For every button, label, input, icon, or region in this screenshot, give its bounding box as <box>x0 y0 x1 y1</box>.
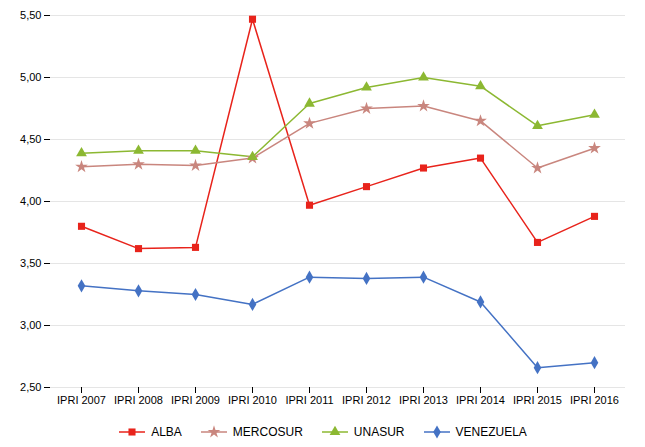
svg-text:IPRI 2014: IPRI 2014 <box>456 394 505 406</box>
html-text:VENEZUELA: VENEZUELA <box>455 425 527 439</box>
svg-text:4,50: 4,50 <box>20 133 41 145</box>
html-text:MERCOSUR: MERCOSUR <box>232 425 303 439</box>
svg-text:IPRI 2010: IPRI 2010 <box>228 394 277 406</box>
svg-text:5,50: 5,50 <box>20 9 41 21</box>
svg-text:IPRI 2009: IPRI 2009 <box>171 394 220 406</box>
svg-text:IPRI 2007: IPRI 2007 <box>57 394 106 406</box>
svg-text:3,50: 3,50 <box>20 257 41 269</box>
html-text:UNASUR: UNASUR <box>353 425 405 439</box>
svg-text:IPRI 2012: IPRI 2012 <box>342 394 391 406</box>
svg-text:5,00: 5,00 <box>20 71 41 83</box>
svg-text:3,00: 3,00 <box>20 319 41 331</box>
svg-text:IPRI 2011: IPRI 2011 <box>285 394 333 406</box>
html-text:ALBA: ALBA <box>151 425 182 439</box>
svg-text:IPRI 2015: IPRI 2015 <box>513 394 562 406</box>
svg-text:4,00: 4,00 <box>20 195 41 207</box>
svg-text:IPRI 2016: IPRI 2016 <box>570 394 619 406</box>
svg-text:2,50: 2,50 <box>20 381 41 393</box>
svg-text:IPRI 2013: IPRI 2013 <box>399 394 448 406</box>
svg-text:IPRI 2008: IPRI 2008 <box>114 394 163 406</box>
